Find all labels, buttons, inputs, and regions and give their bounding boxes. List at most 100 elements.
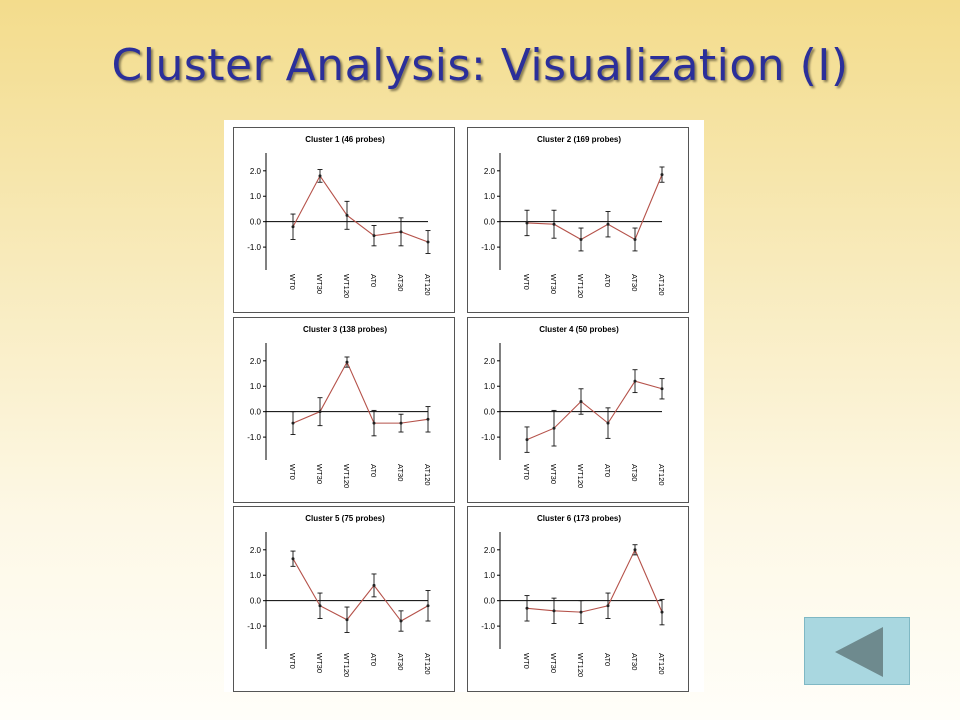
x-tick-label: AT120 bbox=[657, 464, 666, 486]
chart-title: Cluster 5 (75 probes) bbox=[305, 514, 385, 523]
y-tick-label: 1.0 bbox=[250, 571, 262, 580]
y-tick-label: 0.0 bbox=[484, 597, 496, 606]
y-tick-label: -1.0 bbox=[247, 243, 261, 252]
cluster-chart-5-svg: Cluster 5 (75 probes) 2.0 1.0 0.0 -1.0 WT0 WT3… bbox=[247, 514, 432, 677]
x-tick-label: AT120 bbox=[423, 274, 432, 296]
x-tick-label: AT120 bbox=[423, 653, 432, 675]
data-point bbox=[399, 421, 403, 425]
cluster-chart-2-svg: Cluster 2 (169 probes) 2.0 1.0 0.0 -1.0 WT0 WT… bbox=[481, 135, 666, 298]
y-tick-label: 0.0 bbox=[250, 408, 262, 417]
cluster-chart-3: Cluster 3 (138 probes) 2.0 1.0 0.0 -1.0 WT0 WT… bbox=[233, 317, 455, 503]
x-tick-label: AT0 bbox=[603, 274, 612, 287]
series-line bbox=[292, 558, 429, 622]
y-tick-label: 1.0 bbox=[484, 382, 496, 391]
data-point bbox=[291, 421, 295, 425]
data-point bbox=[426, 417, 430, 421]
cluster-chart-4: Cluster 4 (50 probes) 2.0 1.0 0.0 -1.0 WT0 WT3… bbox=[467, 317, 689, 503]
chart-title: Cluster 2 (169 probes) bbox=[537, 135, 621, 144]
data-point bbox=[525, 606, 529, 610]
x-tick-label: WT30 bbox=[315, 274, 324, 294]
y-tick-label: 1.0 bbox=[250, 382, 262, 391]
series-line bbox=[292, 174, 429, 243]
cluster-chart-6: Cluster 6 (173 probes) 2.0 1.0 0.0 -1.0 WT0 WT… bbox=[467, 506, 689, 692]
back-button[interactable] bbox=[804, 617, 910, 685]
x-tick-label: WT30 bbox=[549, 464, 558, 484]
x-tick-label: AT0 bbox=[369, 464, 378, 477]
x-tick-label: WT0 bbox=[288, 274, 297, 290]
x-tick-label: WT0 bbox=[522, 464, 531, 480]
x-tick-label: WT30 bbox=[549, 653, 558, 673]
data-point bbox=[525, 221, 529, 225]
y-tick-label: 2.0 bbox=[484, 167, 496, 176]
data-point bbox=[345, 213, 349, 217]
x-tick-label: WT0 bbox=[522, 653, 531, 669]
x-tick-label: AT120 bbox=[657, 274, 666, 296]
y-tick-label: 2.0 bbox=[250, 546, 262, 555]
cluster-chart-6-svg: Cluster 6 (173 probes) 2.0 1.0 0.0 -1.0 WT0 WT… bbox=[481, 514, 666, 677]
data-point bbox=[633, 548, 637, 552]
x-tick-label: AT30 bbox=[630, 653, 639, 670]
series-line bbox=[526, 174, 663, 241]
y-tick-label: -1.0 bbox=[481, 622, 495, 631]
y-tick-label: 2.0 bbox=[484, 357, 496, 366]
data-point bbox=[633, 237, 637, 241]
data-point bbox=[318, 410, 322, 414]
data-point bbox=[660, 387, 664, 391]
x-tick-label: WT30 bbox=[549, 274, 558, 294]
x-tick-label: WT0 bbox=[288, 653, 297, 669]
x-tick-label: WT120 bbox=[576, 653, 585, 677]
y-tick-label: 0.0 bbox=[484, 408, 496, 417]
data-point bbox=[345, 618, 349, 622]
data-point bbox=[579, 237, 583, 241]
data-point bbox=[660, 173, 664, 177]
cluster-chart-4-svg: Cluster 4 (50 probes) 2.0 1.0 0.0 -1.0 WT0 WT3… bbox=[481, 325, 666, 488]
chart-title: Cluster 3 (138 probes) bbox=[303, 325, 387, 334]
data-point bbox=[579, 610, 583, 614]
y-tick-label: 2.0 bbox=[484, 546, 496, 555]
cluster-chart-5: Cluster 5 (75 probes) 2.0 1.0 0.0 -1.0 WT0 WT3… bbox=[233, 506, 455, 692]
y-tick-label: -1.0 bbox=[481, 433, 495, 442]
y-tick-label: -1.0 bbox=[247, 433, 261, 442]
data-point bbox=[318, 604, 322, 608]
data-point bbox=[372, 421, 376, 425]
data-point bbox=[579, 400, 583, 403]
data-point bbox=[291, 557, 295, 561]
data-point bbox=[426, 604, 430, 608]
x-tick-label: AT30 bbox=[396, 274, 405, 291]
series-line bbox=[526, 380, 663, 441]
y-tick-label: 1.0 bbox=[484, 192, 496, 201]
chart-title: Cluster 4 (50 probes) bbox=[539, 325, 619, 334]
data-point bbox=[345, 360, 349, 364]
x-tick-label: AT120 bbox=[423, 464, 432, 486]
data-point bbox=[606, 604, 610, 608]
cluster-chart-1: Cluster 1 (46 probes) 2.0 1.0 0.0 -1.0 WT0 WT3… bbox=[233, 127, 455, 313]
x-tick-label: AT0 bbox=[603, 464, 612, 477]
cluster-chart-2: Cluster 2 (169 probes) 2.0 1.0 0.0 -1.0 WT0 WT… bbox=[467, 127, 689, 313]
data-point bbox=[606, 222, 610, 226]
data-point bbox=[291, 225, 295, 229]
data-point bbox=[633, 379, 637, 383]
x-tick-label: WT120 bbox=[342, 464, 351, 488]
x-tick-label: AT30 bbox=[396, 653, 405, 670]
x-tick-label: WT120 bbox=[342, 653, 351, 677]
data-point bbox=[552, 222, 556, 226]
series-line bbox=[292, 360, 429, 424]
x-tick-label: WT30 bbox=[315, 653, 324, 673]
series-line bbox=[526, 548, 663, 613]
x-tick-label: WT0 bbox=[288, 464, 297, 480]
x-tick-label: WT120 bbox=[342, 274, 351, 298]
x-tick-label: WT120 bbox=[576, 274, 585, 298]
data-point bbox=[606, 421, 610, 425]
triangle-left-icon bbox=[835, 627, 883, 677]
data-point bbox=[372, 234, 376, 238]
data-point bbox=[660, 610, 664, 614]
data-point bbox=[552, 609, 556, 613]
y-tick-label: 1.0 bbox=[484, 571, 496, 580]
y-tick-label: 1.0 bbox=[250, 192, 262, 201]
cluster-figure-panel: Cluster 1 (46 probes) 2.0 1.0 0.0 -1.0 WT0 WT3… bbox=[224, 120, 704, 692]
chart-title: Cluster 6 (173 probes) bbox=[537, 514, 621, 523]
cluster-chart-3-svg: Cluster 3 (138 probes) 2.0 1.0 0.0 -1.0 WT0 WT… bbox=[247, 325, 432, 488]
cluster-chart-1-svg: Cluster 1 (46 probes) 2.0 1.0 0.0 -1.0 WT0 WT3… bbox=[247, 135, 432, 298]
data-point bbox=[399, 619, 403, 623]
y-tick-label: 0.0 bbox=[484, 218, 496, 227]
